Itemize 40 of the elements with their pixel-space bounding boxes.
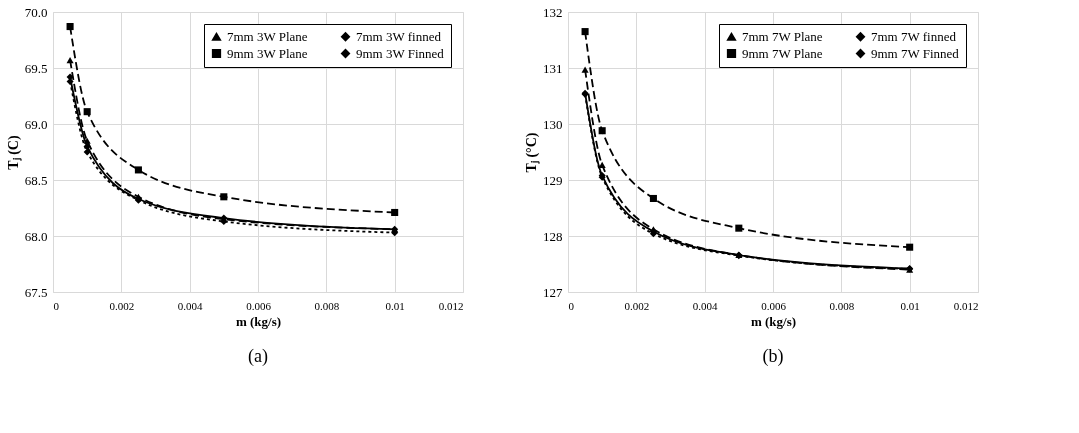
x-tick-label: 0.01 xyxy=(900,299,920,312)
x-tick-label: 0.006 xyxy=(761,299,787,312)
legend-label: 9mm 3W Plane xyxy=(227,45,308,61)
y-axis-title: Tⱼ (C) xyxy=(5,135,22,170)
y-tick-label: 127 xyxy=(543,284,563,300)
x-tick-label: 0.008 xyxy=(829,299,855,312)
x-tick-label: 0.012 xyxy=(438,299,464,312)
legend-label: 9mm 3W Finned xyxy=(356,45,445,61)
x-axis-title: m (kg/s) xyxy=(235,313,282,329)
y-tick-label: 70.0 xyxy=(24,4,48,20)
y-axis-title: Tⱼ (°C) xyxy=(524,132,540,173)
x-tick-label: 0.004 xyxy=(177,299,204,312)
y-tick-label: 132 xyxy=(543,4,563,20)
x-tick-label: 0.004 xyxy=(692,299,719,312)
y-tick-label: 131 xyxy=(543,60,563,76)
legend-label: 7mm 7W Plane xyxy=(742,28,823,44)
text: (a) xyxy=(248,346,268,367)
x-tick-label: 0.002 xyxy=(109,299,135,312)
x-tick-label: 0 xyxy=(53,299,60,312)
legend-label: 9mm 7W Plane xyxy=(742,45,823,61)
legend-label: 9mm 7W Finned xyxy=(871,45,960,61)
y-tick-label: 67.5 xyxy=(24,284,48,300)
y-tick-label: 129 xyxy=(543,172,563,188)
x-axis-title: m (kg/s) xyxy=(750,313,797,329)
x-tick-label: 0 xyxy=(568,299,575,312)
x-tick-label: 0.002 xyxy=(624,299,650,312)
x-tick-label: 0.006 xyxy=(246,299,272,312)
legend-label: 7mm 3W Plane xyxy=(227,28,308,44)
y-tick-label: 68.5 xyxy=(24,172,48,188)
legend-label: 7mm 7W finned xyxy=(871,28,957,44)
x-tick-label: 0.01 xyxy=(385,299,405,312)
y-tick-label: 128 xyxy=(543,228,563,244)
x-tick-label: 0.008 xyxy=(314,299,340,312)
y-tick-label: 130 xyxy=(543,116,563,132)
text: (b) xyxy=(762,346,784,367)
y-tick-label: 68.0 xyxy=(24,228,48,244)
x-tick-label: 0.012 xyxy=(953,299,979,312)
y-tick-label: 69.0 xyxy=(24,116,48,132)
y-tick-label: 69.5 xyxy=(24,60,48,76)
legend-label: 7mm 3W finned xyxy=(356,28,442,44)
